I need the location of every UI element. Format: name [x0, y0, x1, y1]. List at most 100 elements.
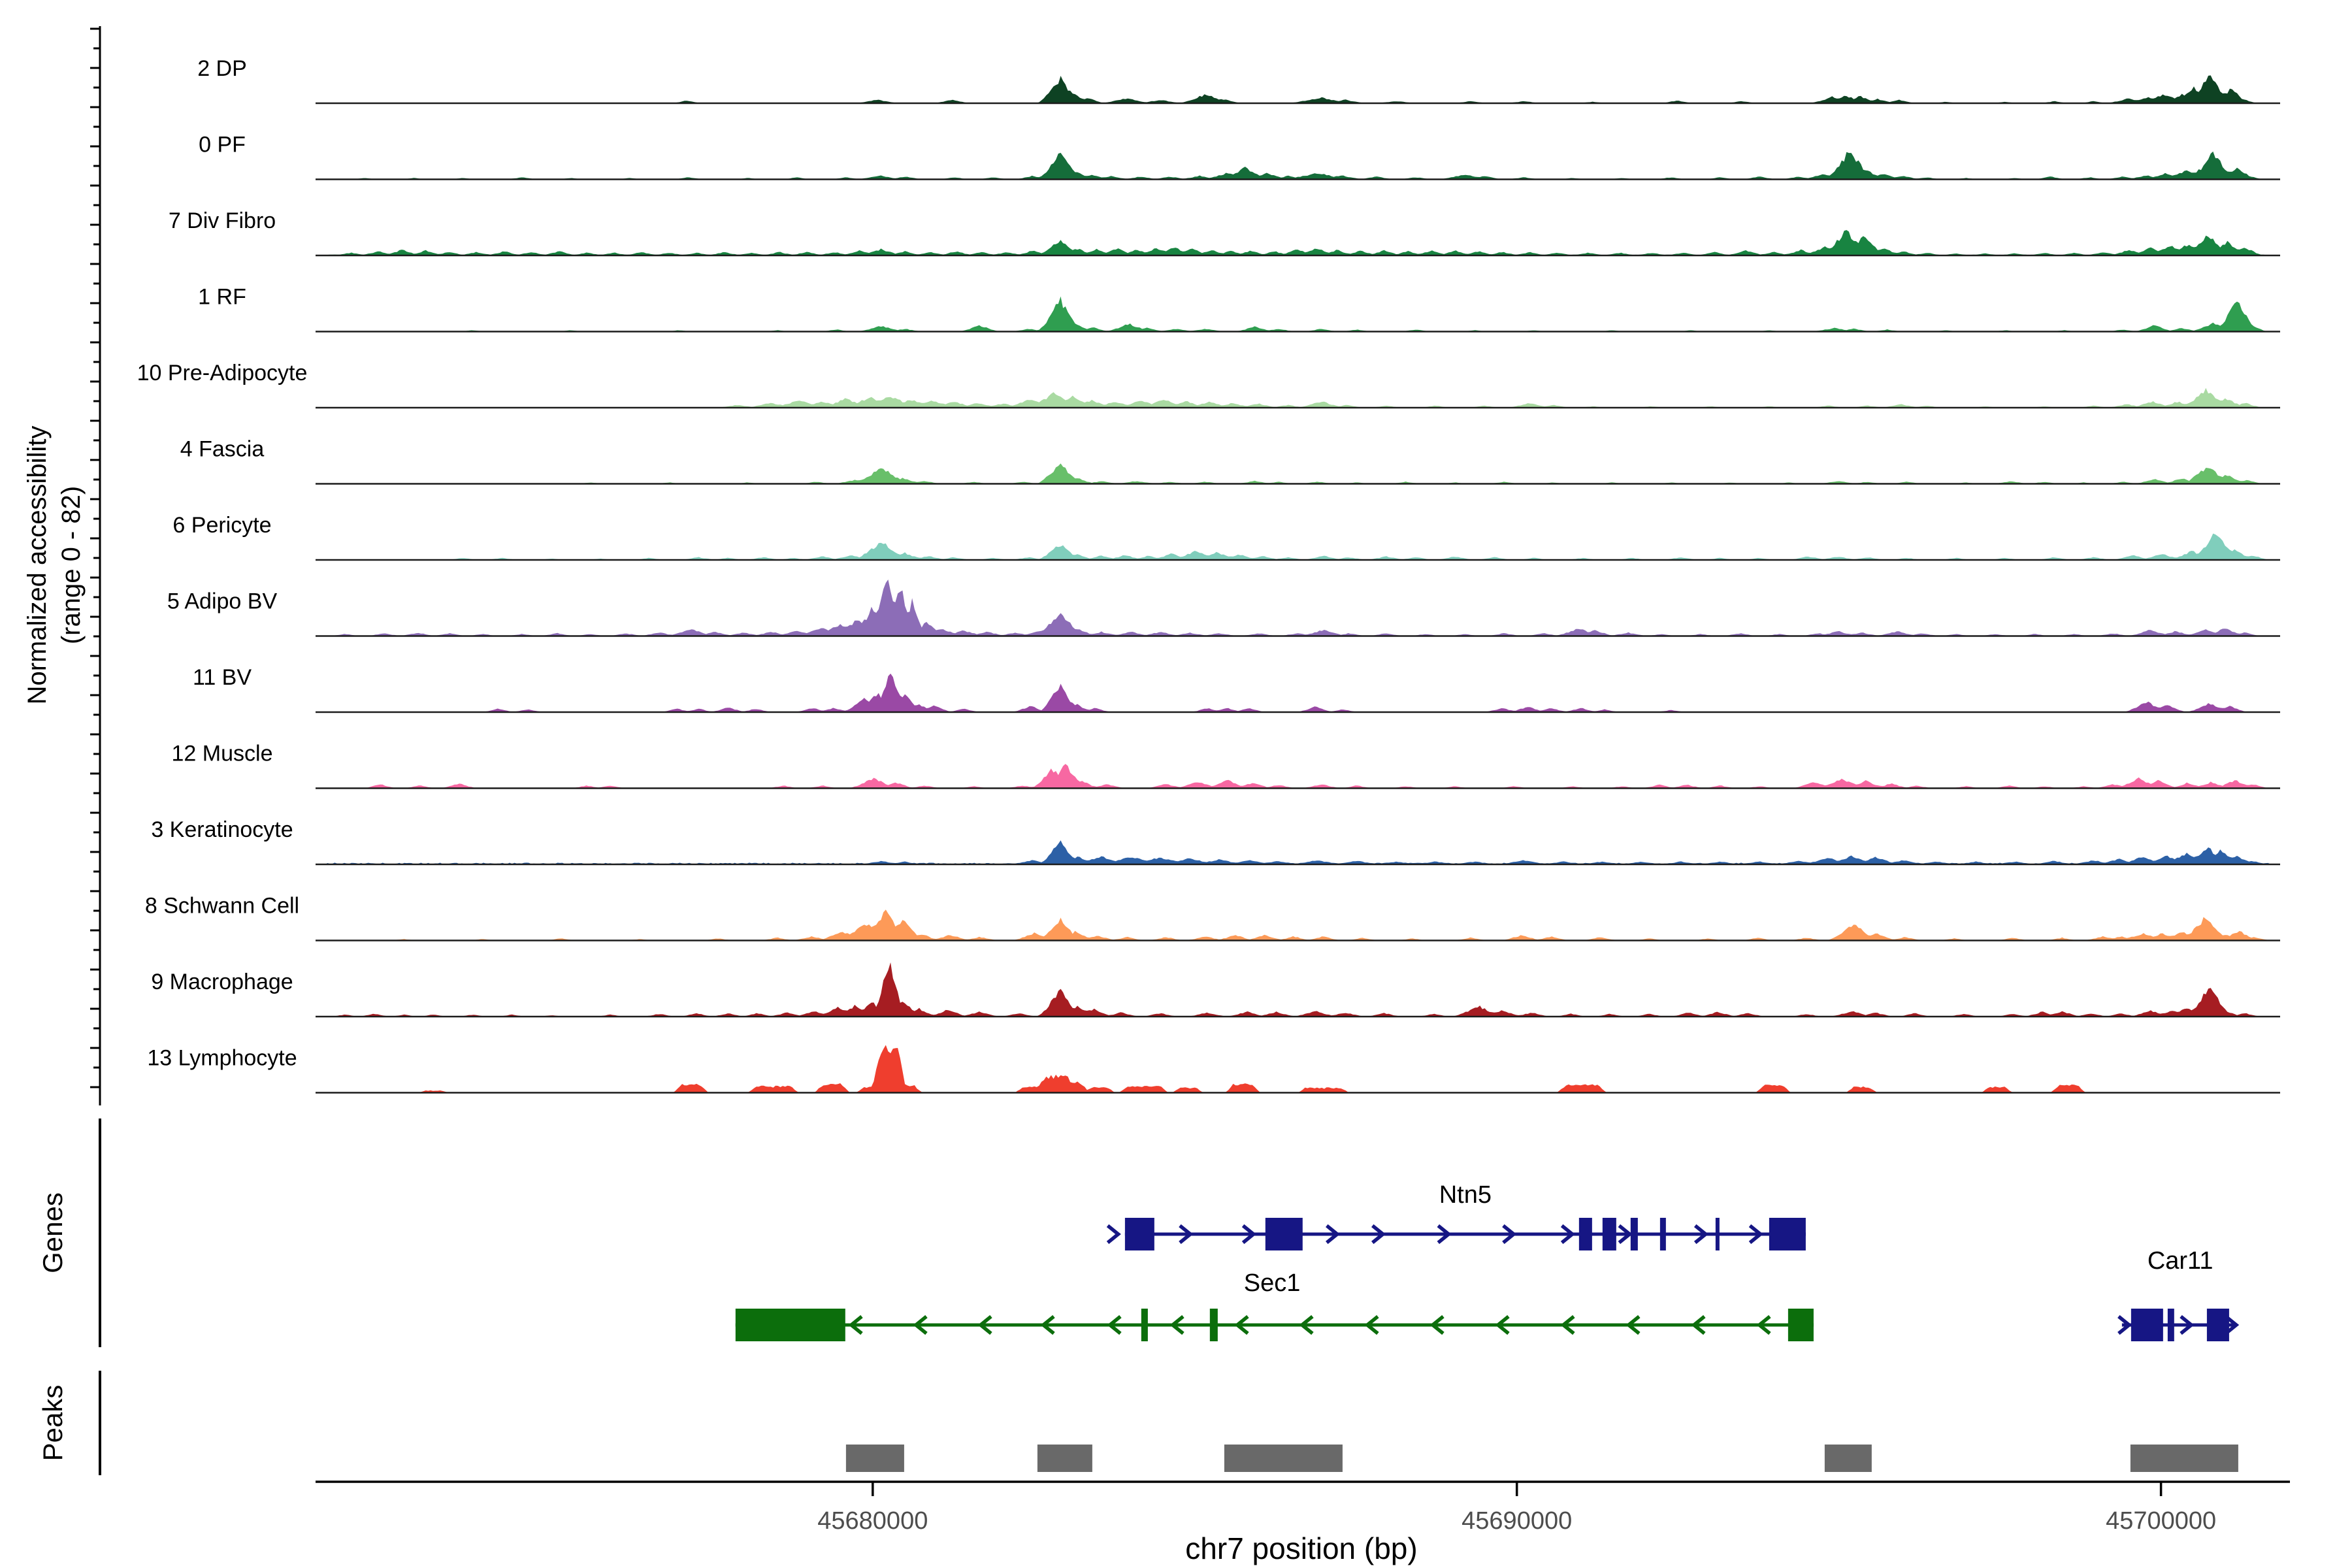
- strand-arrow-icon: [1625, 1315, 1641, 1335]
- track-signal-5-adipo-bv: [316, 580, 2280, 636]
- strand-arrow-icon: [1241, 1224, 1256, 1245]
- genes-section-label: Genes: [37, 1192, 68, 1273]
- strand-arrow-icon: [1429, 1315, 1445, 1335]
- strand-arrow-icon: [1364, 1315, 1379, 1335]
- strand-arrow-icon: [1502, 1224, 1517, 1245]
- exon-box: [1659, 1218, 1666, 1250]
- x-axis-tick-label: 45690000: [1462, 1507, 1572, 1535]
- peak-bar: [2130, 1445, 2238, 1472]
- exon-box: [735, 1309, 845, 1341]
- track-row: 6 Pericyte: [172, 513, 2280, 561]
- exon-box: [1788, 1309, 1814, 1341]
- track-signal-0-pf: [316, 151, 2280, 180]
- exon-box: [1602, 1218, 1616, 1250]
- exon-box: [2167, 1309, 2174, 1341]
- strand-arrow-icon: [977, 1315, 992, 1335]
- track-label: 3 Keratinocyte: [151, 817, 293, 842]
- strand-arrow-icon: [1106, 1224, 1121, 1245]
- track-signal-6-pericyte: [316, 533, 2280, 560]
- accessibility-tracks-layer: 2 DP 0 PF 7 Div Fibro 1 RF 10 Pre-Adipocyte 4…: [137, 56, 2280, 1094]
- strand-arrow-icon: [1437, 1224, 1452, 1245]
- strand-arrow-icon: [1748, 1224, 1763, 1245]
- track-row: 12 Muscle: [172, 742, 2280, 789]
- strand-arrow-icon: [2180, 1315, 2195, 1335]
- gene-model-sec1: Sec1: [735, 1269, 1814, 1341]
- track-signal-12-muscle: [316, 764, 2280, 789]
- track-row: 1 RF: [198, 285, 2280, 333]
- track-row: 3 Keratinocyte: [151, 817, 2280, 866]
- track-label: 7 Div Fibro: [169, 208, 276, 233]
- exon-box: [1141, 1309, 1148, 1341]
- strand-arrow-icon: [1693, 1224, 1709, 1245]
- exon-box: [2206, 1309, 2229, 1341]
- strand-arrow-icon: [1169, 1315, 1184, 1335]
- y-axis-label-line2: (range 0 - 82): [57, 486, 86, 644]
- exon-box: [1124, 1218, 1154, 1250]
- exon-box: [1578, 1218, 1592, 1250]
- strand-arrow-icon: [848, 1315, 863, 1335]
- peak-bar: [1224, 1445, 1343, 1472]
- x-axis-tick-label: 45700000: [2106, 1507, 2216, 1535]
- peak-bar: [845, 1445, 904, 1472]
- strand-arrow-icon: [1371, 1224, 1386, 1245]
- track-label: 2 DP: [197, 56, 247, 81]
- strand-arrow-icon: [1495, 1315, 1510, 1335]
- peaks-layer: [845, 1445, 2238, 1472]
- track-signal-8-schwann-cell: [316, 909, 2280, 941]
- strand-arrow-icon: [1560, 1224, 1575, 1245]
- track-label: 5 Adipo BV: [167, 589, 278, 614]
- exon-box: [1630, 1218, 1638, 1250]
- gene-label: Car11: [2148, 1247, 2213, 1275]
- x-axis-layer: 45680000 45690000 45700000: [316, 1480, 2290, 1535]
- track-label: 1 RF: [198, 285, 246, 310]
- track-signal-13-lymphocyte: [316, 1045, 2280, 1093]
- track-row: 2 DP: [197, 56, 2280, 105]
- track-row: 8 Schwann Cell: [145, 894, 2280, 941]
- track-row: 7 Div Fibro: [169, 208, 2280, 257]
- track-signal-2-dp: [316, 75, 2280, 103]
- peak-bar: [1037, 1445, 1092, 1472]
- peak-bar: [1824, 1445, 1872, 1472]
- strand-arrow-icon: [1299, 1315, 1314, 1335]
- track-signal-4-fascia: [316, 463, 2280, 484]
- track-row: 13 Lymphocyte: [147, 1045, 2280, 1094]
- track-row: 5 Adipo BV: [167, 580, 2280, 637]
- track-signal-11-bv: [316, 674, 2280, 712]
- track-signal-1-rf: [316, 296, 2280, 332]
- track-label: 11 BV: [193, 665, 252, 690]
- accessibility-axis-ruler: [90, 26, 101, 1105]
- track-signal-7-div-fibro: [316, 230, 2280, 255]
- gene-model-ntn5: Ntn5: [1106, 1181, 1806, 1250]
- track-row: 9 Macrophage: [151, 962, 2280, 1018]
- strand-arrow-icon: [2117, 1315, 2132, 1335]
- track-signal-9-macrophage: [316, 962, 2280, 1017]
- track-row: 11 BV: [193, 665, 2280, 713]
- track-label: 0 PF: [199, 133, 246, 157]
- peaks-section-label: Peaks: [37, 1385, 68, 1462]
- exon-box: [2131, 1309, 2163, 1341]
- strand-arrow-icon: [1618, 1224, 1633, 1245]
- x-axis-tick-label: 45680000: [817, 1507, 928, 1535]
- track-row: 10 Pre-Adipocyte: [137, 361, 2280, 409]
- track-label: 6 Pericyte: [172, 513, 271, 538]
- gene-label: Ntn5: [1439, 1181, 1492, 1209]
- track-signal-3-keratinocyte: [316, 840, 2280, 864]
- strand-arrow-icon: [1040, 1315, 1055, 1335]
- track-signal-10-pre-adipocyte: [316, 387, 2280, 408]
- strand-arrow-icon: [1179, 1224, 1194, 1245]
- track-label: 9 Macrophage: [151, 970, 293, 994]
- strand-arrow-icon: [1756, 1315, 1771, 1335]
- track-label: 12 Muscle: [172, 742, 273, 766]
- track-row: 0 PF: [199, 133, 2280, 180]
- strand-arrow-icon: [1560, 1315, 1575, 1335]
- track-label: 10 Pre-Adipocyte: [137, 361, 308, 385]
- strand-arrow-icon: [2225, 1315, 2240, 1335]
- x-axis-title: chr7 position (bp): [1185, 1531, 1417, 1565]
- track-label: 13 Lymphocyte: [147, 1046, 297, 1071]
- track-row: 4 Fascia: [180, 437, 2280, 485]
- gene-model-car11: Car11: [2117, 1247, 2240, 1341]
- track-label: 4 Fascia: [180, 437, 265, 462]
- exon-box: [1715, 1218, 1720, 1250]
- exon-box: [1265, 1218, 1303, 1250]
